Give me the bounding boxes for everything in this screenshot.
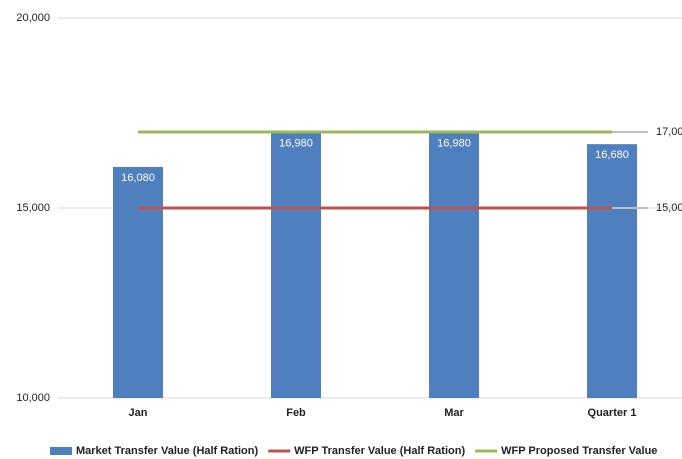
bar xyxy=(429,132,479,398)
legend-label: WFP Proposed Transfer Value xyxy=(501,445,657,457)
x-tick-label: Jan xyxy=(129,407,148,419)
y-tick-label: 10,000 xyxy=(16,392,50,404)
bar xyxy=(587,144,637,398)
y-tick-label: 15,000 xyxy=(16,202,50,214)
data-label: 16,680 xyxy=(595,149,629,161)
end-label: 15,000 xyxy=(656,202,682,214)
y-tick-label: 20,000 xyxy=(16,12,50,24)
legend-label: WFP Transfer Value (Half Ration) xyxy=(294,445,465,457)
legend-swatch xyxy=(50,447,72,455)
data-label: 16,980 xyxy=(437,138,471,150)
bar xyxy=(113,166,163,398)
end-label: 17,000 xyxy=(656,126,682,138)
x-tick-label: Mar xyxy=(444,407,464,419)
bar xyxy=(271,132,321,398)
data-label: 16,080 xyxy=(121,172,155,184)
legend-label: Market Transfer Value (Half Ration) xyxy=(76,445,258,457)
x-tick-label: Feb xyxy=(286,407,306,419)
x-tick-label: Quarter 1 xyxy=(588,407,637,419)
data-label: 16,980 xyxy=(279,138,313,150)
